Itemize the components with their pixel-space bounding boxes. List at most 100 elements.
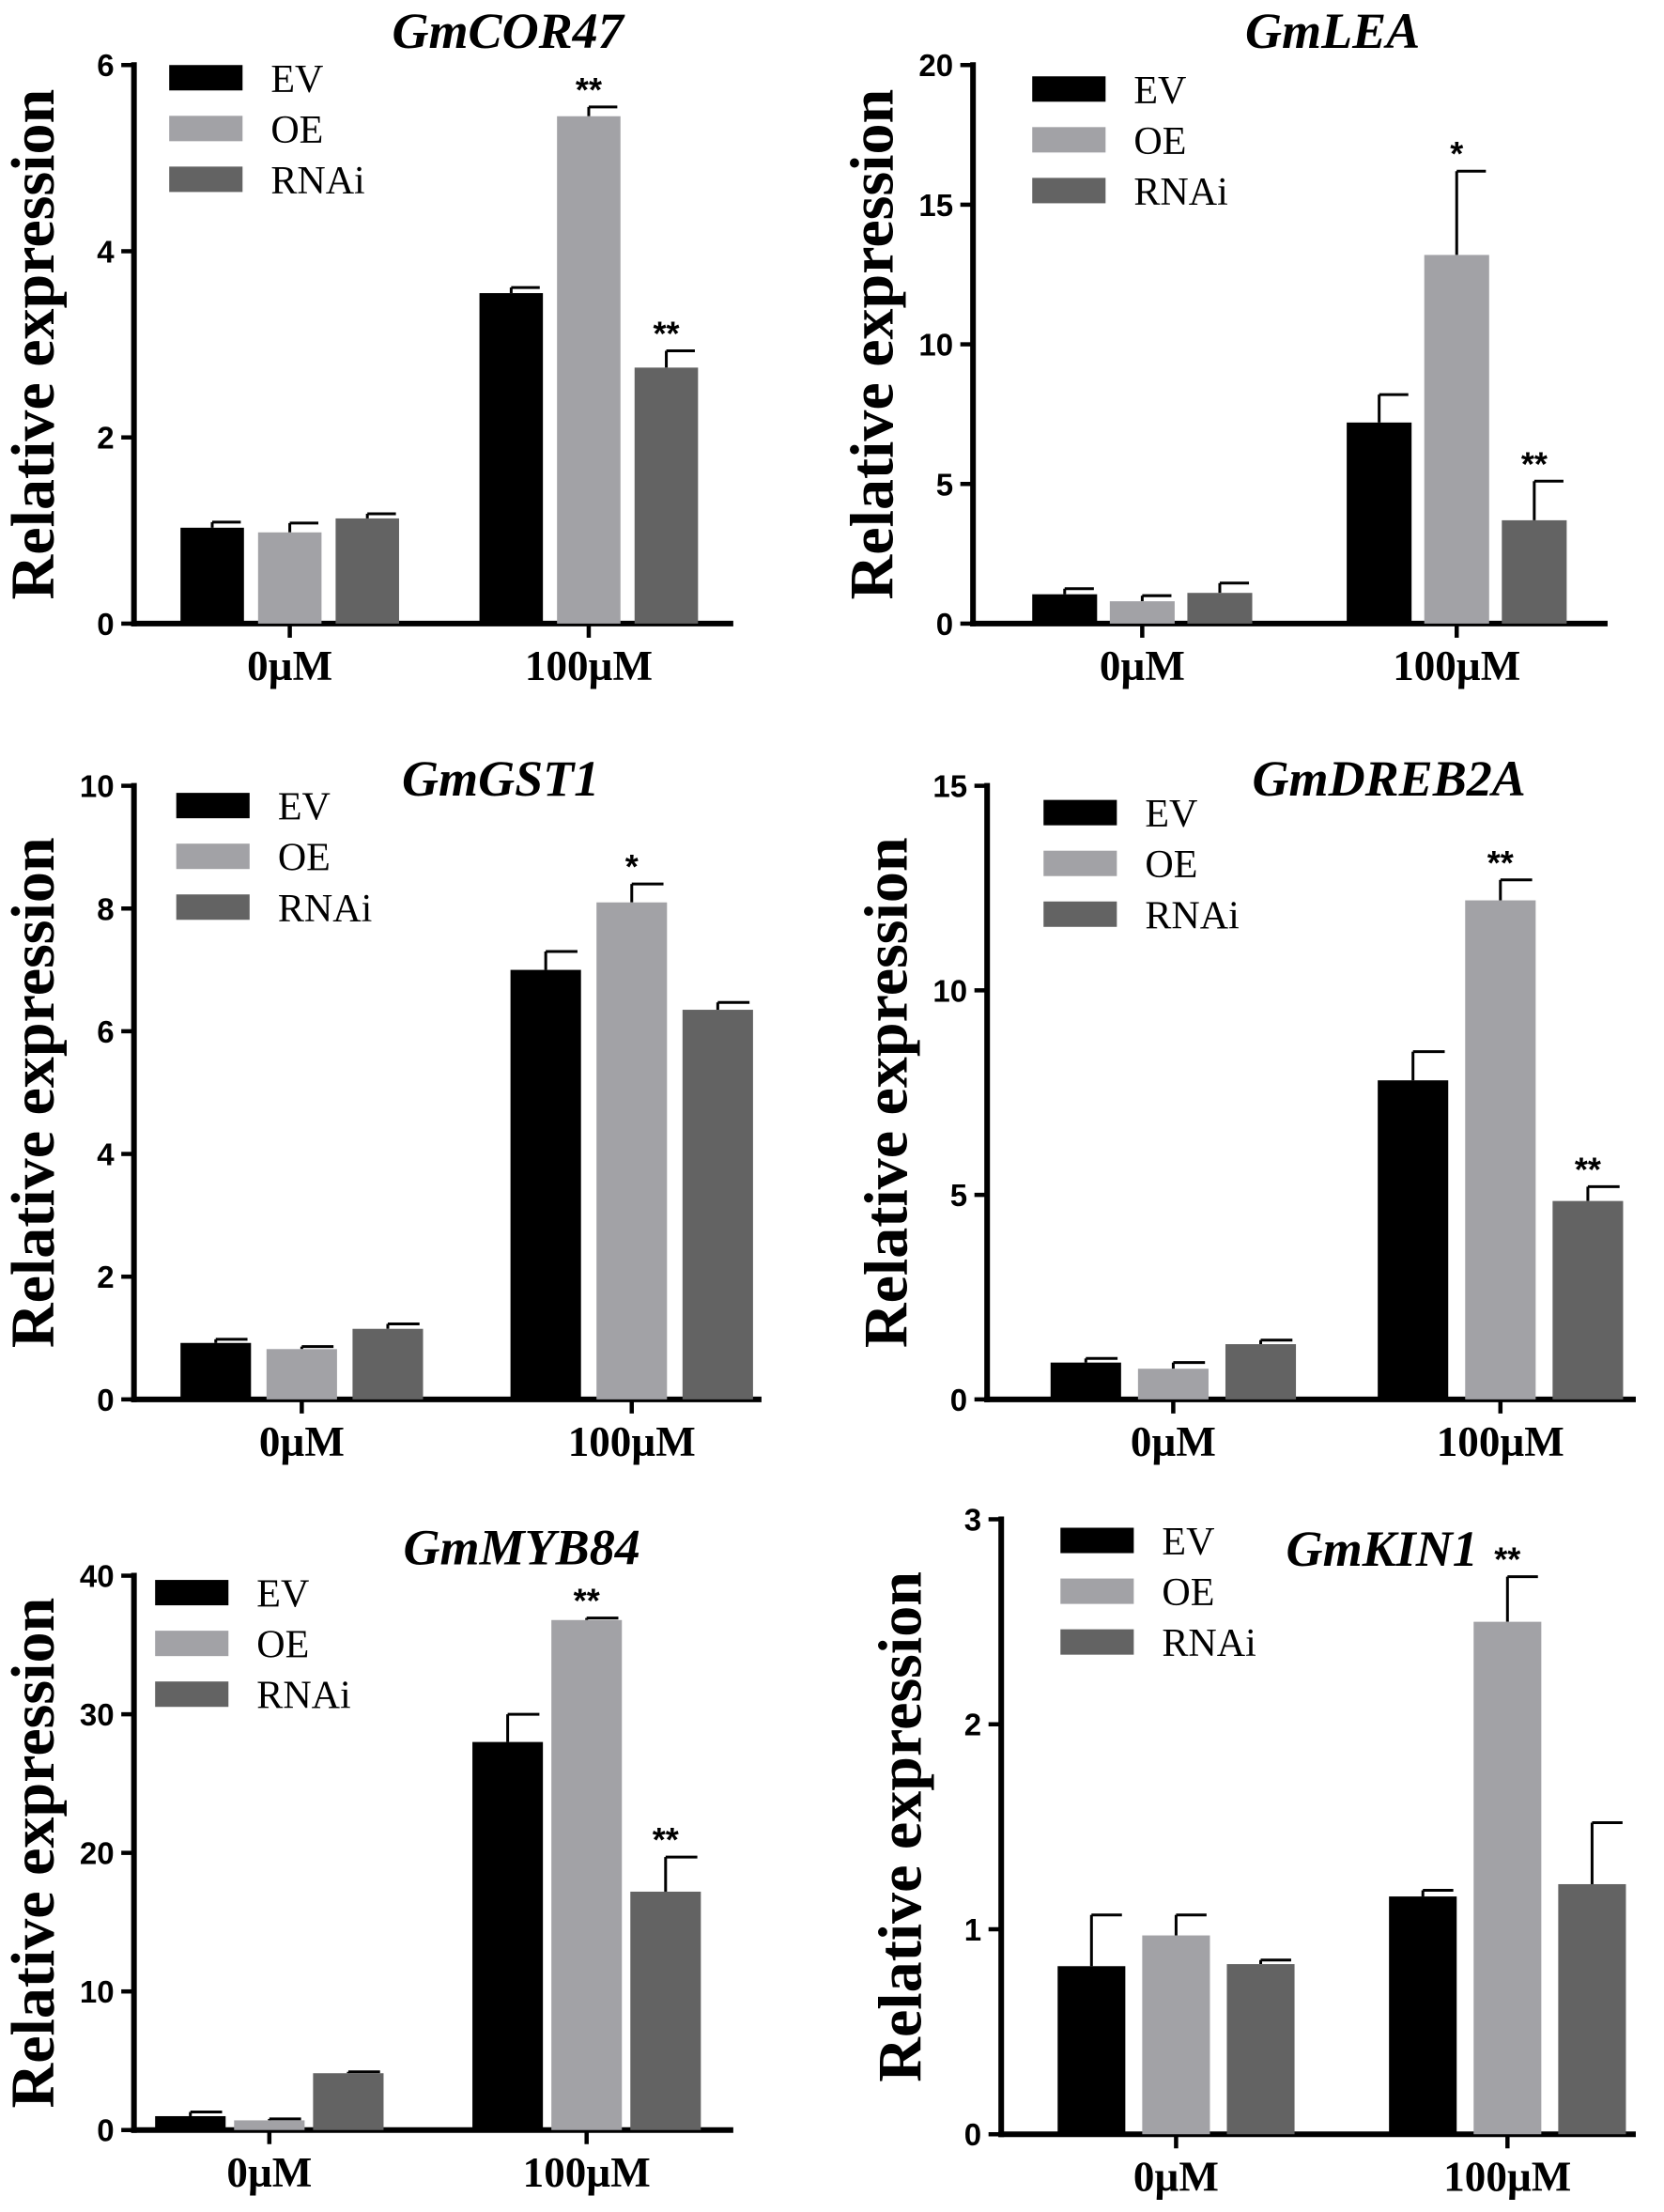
significance-label: ** bbox=[653, 1820, 679, 1859]
significance-label: ** bbox=[1521, 444, 1548, 483]
legend-swatch-OE bbox=[176, 843, 250, 870]
bar-RNAi-0µM bbox=[352, 1328, 424, 1400]
legend-label: RNAi bbox=[270, 160, 364, 203]
significance-label: ** bbox=[1575, 1150, 1601, 1188]
x-tick-label: 100µM bbox=[568, 1418, 696, 1465]
bar-EV-0µM bbox=[180, 1342, 252, 1400]
y-tick-label: 0 bbox=[97, 2113, 114, 2148]
legend-label: EV bbox=[1145, 793, 1197, 836]
bar-RNAi-0µM bbox=[335, 518, 399, 624]
legend-swatch-OE bbox=[1043, 850, 1117, 876]
significance-label: ** bbox=[574, 1582, 600, 1620]
legend-label: RNAi bbox=[256, 1675, 350, 1718]
bar-RNAi-0µM bbox=[1226, 1964, 1295, 2135]
x-tick-label: 0µM bbox=[259, 1418, 345, 1465]
y-tick-label: 0 bbox=[936, 607, 953, 642]
bar-RNAi-100µM bbox=[630, 1891, 701, 2130]
bar-RNAi-100µM bbox=[634, 367, 699, 624]
chart-title: GmDREB2A bbox=[1253, 750, 1526, 807]
x-tick-label: 100µM bbox=[1437, 1418, 1564, 1465]
legend-label: RNAi bbox=[278, 888, 372, 931]
legend-label: EV bbox=[1162, 1521, 1214, 1564]
legend-swatch-OE bbox=[155, 1631, 229, 1657]
significance-label: ** bbox=[576, 70, 602, 109]
legend-label: OE bbox=[1133, 120, 1186, 163]
chart-panel-GmMYB84: GmMYB84 Relative expression 0 10 20 30 40 0µM 10… bbox=[0, 1520, 733, 2196]
bar-RNAi-100µM bbox=[1558, 1883, 1626, 2135]
y-tick-label: 3 bbox=[964, 1503, 981, 1538]
y-tick-label: 15 bbox=[932, 769, 967, 804]
y-tick-label: 10 bbox=[80, 1974, 115, 2009]
x-tick-label: 100µM bbox=[525, 642, 653, 689]
legend-label: OE bbox=[270, 109, 323, 152]
bar-RNAi-0µM bbox=[1187, 593, 1253, 624]
legend-swatch-RNAi bbox=[1043, 901, 1117, 927]
y-tick-label: 0 bbox=[950, 1383, 967, 1417]
chart-title: GmKIN1 bbox=[1287, 1521, 1478, 1577]
legend-label: OE bbox=[1145, 843, 1197, 887]
bar-EV-0µM bbox=[1032, 594, 1098, 624]
y-tick-label: 5 bbox=[936, 467, 953, 502]
y-tick-label: 0 bbox=[964, 2117, 981, 2152]
y-axis-label: Relative expression bbox=[867, 1571, 935, 2082]
x-tick-label: 100µM bbox=[1393, 642, 1520, 689]
bar-RNAi-0µM bbox=[1225, 1344, 1297, 1400]
bar-RNAi-0µM bbox=[313, 2073, 384, 2130]
chart-title: GmGST1 bbox=[402, 750, 599, 807]
legend-label: RNAi bbox=[1162, 1622, 1256, 1665]
bar-OE-100µM bbox=[551, 1619, 623, 2130]
chart-title: GmLEA bbox=[1245, 3, 1420, 59]
y-tick-label: 6 bbox=[97, 1014, 114, 1049]
legend-swatch-EV bbox=[1043, 799, 1117, 826]
y-tick-label: 30 bbox=[80, 1697, 115, 1732]
y-tick-label: 5 bbox=[950, 1178, 967, 1213]
x-tick-label: 0µM bbox=[1133, 2153, 1219, 2200]
bar-RNAi-100µM bbox=[682, 1010, 753, 1400]
y-tick-label: 1 bbox=[964, 1912, 981, 1947]
bar-OE-0µM bbox=[1142, 1935, 1210, 2135]
y-axis-label: Relative expression bbox=[0, 1598, 68, 2109]
y-tick-label: 10 bbox=[80, 769, 115, 804]
bar-OE-0µM bbox=[1109, 601, 1175, 624]
bar-EV-100µM bbox=[472, 1741, 544, 2130]
significance-label: ** bbox=[1494, 1540, 1520, 1579]
legend-label: EV bbox=[278, 786, 331, 829]
legend-swatch-EV bbox=[1032, 76, 1106, 102]
y-tick-label: 8 bbox=[97, 891, 114, 926]
y-tick-label: 15 bbox=[918, 188, 953, 223]
y-axis-label: Relative expression bbox=[0, 837, 68, 1348]
y-tick-label: 10 bbox=[918, 328, 953, 363]
y-tick-label: 2 bbox=[97, 421, 114, 456]
y-tick-label: 0 bbox=[97, 1383, 114, 1417]
bar-EV-100µM bbox=[1389, 1896, 1457, 2135]
y-axis-label: Relative expression bbox=[0, 89, 68, 600]
bar-OE-100µM bbox=[557, 116, 621, 624]
x-tick-label: 0µM bbox=[226, 2149, 312, 2196]
legend-swatch-OE bbox=[1032, 127, 1106, 153]
bar-OE-0µM bbox=[1137, 1369, 1209, 1400]
x-tick-label: 100µM bbox=[1443, 2153, 1571, 2200]
y-tick-label: 20 bbox=[918, 48, 953, 83]
legend-label: RNAi bbox=[1145, 894, 1239, 937]
chart-title: GmCOR47 bbox=[392, 3, 624, 59]
x-tick-label: 100µM bbox=[523, 2149, 651, 2196]
bar-OE-0µM bbox=[257, 532, 322, 624]
legend-label: OE bbox=[278, 837, 331, 880]
legend-label: EV bbox=[270, 58, 323, 101]
bar-EV-0µM bbox=[1050, 1362, 1121, 1400]
legend-swatch-EV bbox=[1060, 1527, 1134, 1554]
legend-label: OE bbox=[256, 1624, 309, 1667]
legend-swatch-EV bbox=[176, 793, 250, 819]
bar-EV-100µM bbox=[479, 293, 544, 624]
legend-swatch-EV bbox=[155, 1580, 229, 1606]
chart-panel-GmDREB2A: GmDREB2A Relative expression 0 5 10 15 0µM 100µ… bbox=[853, 750, 1636, 1465]
chart-panel-GmKIN1: GmKIN1 Relative expression 0 1 2 3 0µM 100µM ** E… bbox=[867, 1503, 1636, 2200]
y-tick-label: 2 bbox=[97, 1260, 114, 1294]
legend-label: EV bbox=[256, 1573, 309, 1616]
significance-label: ** bbox=[654, 315, 680, 353]
chart-panel-GmLEA: GmLEA Relative expression 0 5 10 15 20 0µM 100µM… bbox=[839, 3, 1608, 689]
y-tick-label: 6 bbox=[97, 48, 114, 83]
significance-label: ** bbox=[1487, 843, 1514, 882]
legend-swatch-OE bbox=[169, 116, 243, 142]
